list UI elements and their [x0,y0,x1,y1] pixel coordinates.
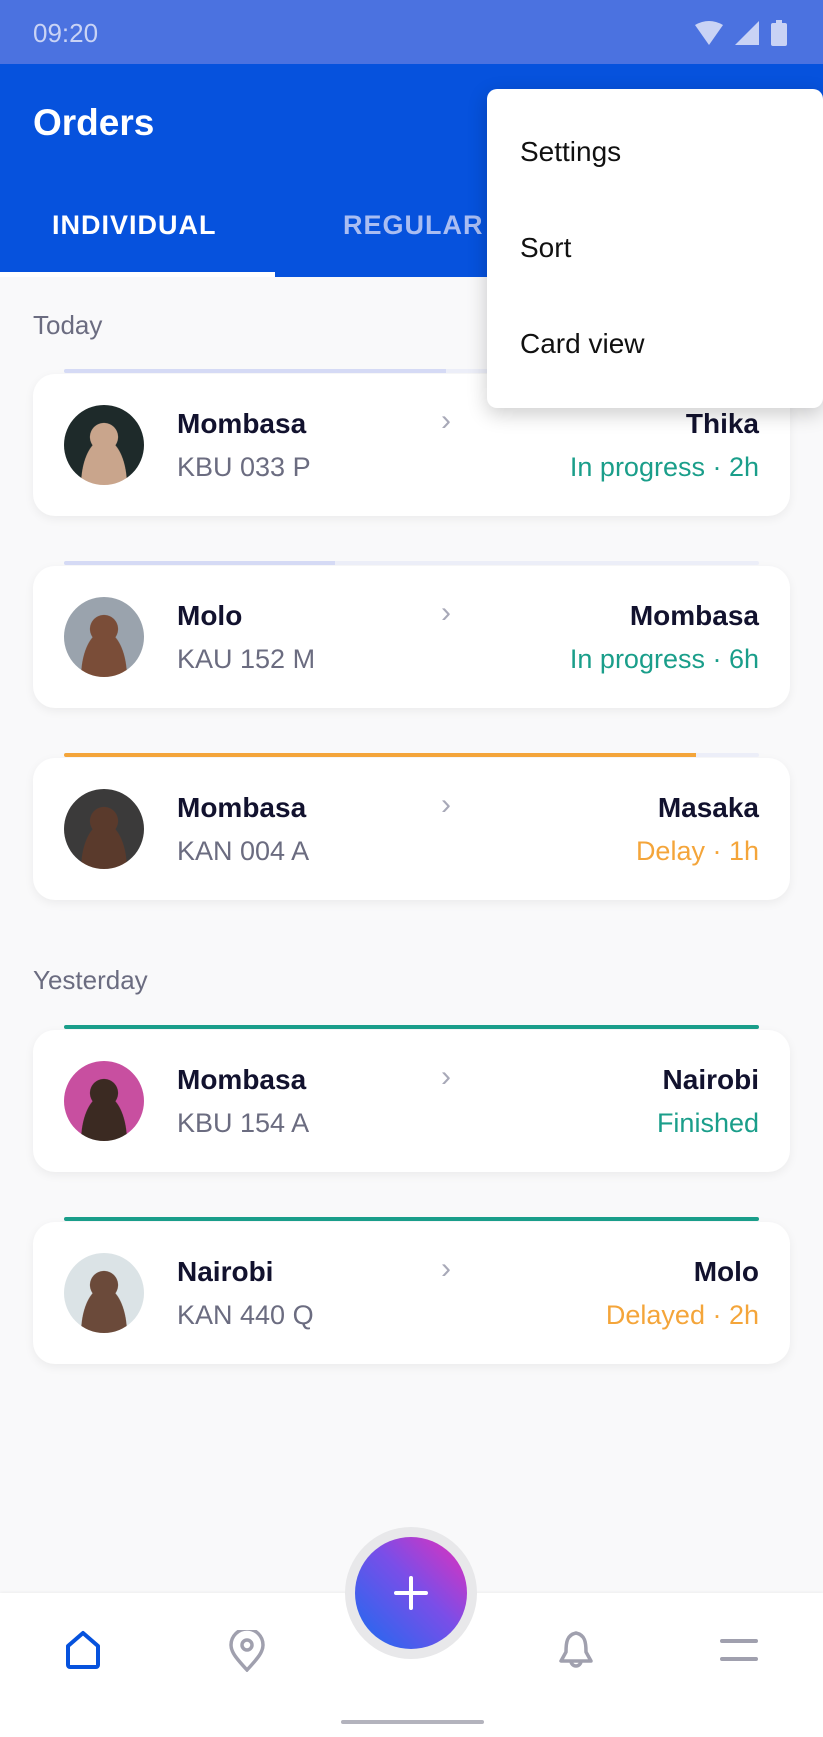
avatar [64,789,144,869]
avatar [64,1061,144,1141]
order-status: Delay · 1h [635,836,759,866]
order-progress-bar [64,753,759,757]
add-order-button[interactable] [355,1537,467,1649]
order-progress-bar [64,1025,759,1029]
avatar [64,405,144,485]
destination-city: Molo [693,1256,759,1287]
wifi-icon [695,21,723,45]
chevron-right-icon: › [441,404,451,437]
chevron-right-icon: › [441,596,451,629]
order-status: In progress · 2h [569,452,759,482]
order-card[interactable]: Nairobi KAN 440 Q › Molo Delayed · 2h [33,1217,790,1364]
home-icon[interactable] [64,1630,102,1670]
order-card[interactable]: Molo KAU 152 M › Mombasa In progress · 6… [33,561,790,708]
destination-city: Nairobi [662,1064,759,1095]
home-indicator [341,1720,484,1724]
order-progress-bar [64,1217,759,1221]
order-card[interactable]: Mombasa KBU 154 A › Nairobi Finished [33,1025,790,1172]
order-status: Delayed · 2h [605,1300,759,1330]
overflow-menu: Settings Sort Card view [487,89,823,408]
signal-icon [735,21,759,45]
avatar [64,597,144,677]
menu-item-sort[interactable]: Sort [520,232,572,263]
vehicle-plate: KAN 004 A [177,836,310,866]
destination-city: Masaka [657,792,759,823]
order-card[interactable]: Mombasa KBU 033 P › Thika In progress · … [33,369,790,516]
vehicle-plate: KAU 152 M [177,644,316,674]
origin-city: Mombasa [177,408,307,439]
chevron-right-icon: › [441,1060,451,1093]
origin-city: Mombasa [177,1064,307,1095]
vehicle-plate: KBU 154 A [177,1108,310,1138]
origin-city: Nairobi [177,1256,274,1287]
chevron-right-icon: › [441,1252,451,1285]
chevron-right-icon: › [441,788,451,821]
origin-city: Molo [177,600,243,631]
location-pin-icon[interactable] [228,1630,266,1672]
tab-indicator [0,272,275,277]
status-bar: 09:20 [0,0,823,64]
menu-item-card-view[interactable]: Card view [520,328,645,359]
section-yesterday: Yesterday [33,965,148,995]
order-status: In progress · 6h [569,644,759,674]
order-status: Finished [656,1108,759,1138]
destination-city: Mombasa [629,600,759,631]
avatar [64,1253,144,1333]
origin-city: Mombasa [177,792,307,823]
tab-regular[interactable]: REGULAR [343,210,484,240]
vehicle-plate: KAN 440 Q [177,1300,314,1330]
bell-icon[interactable] [557,1630,595,1672]
tab-individual[interactable]: INDIVIDUAL [52,210,217,240]
vehicle-plate: KBU 033 P [177,452,311,482]
order-progress-bar [64,369,759,373]
order-progress-bar [64,561,759,565]
order-card[interactable]: Mombasa KAN 004 A › Masaka Delay · 1h [33,753,790,900]
destination-city: Thika [685,408,759,439]
menu-item-settings[interactable]: Settings [520,136,622,167]
section-today: Today [33,310,103,340]
menu-icon[interactable] [720,1638,758,1662]
add-icon [394,1576,428,1610]
page-title: Orders [33,102,155,143]
battery-icon [771,20,787,46]
status-time: 09:20 [33,18,99,48]
